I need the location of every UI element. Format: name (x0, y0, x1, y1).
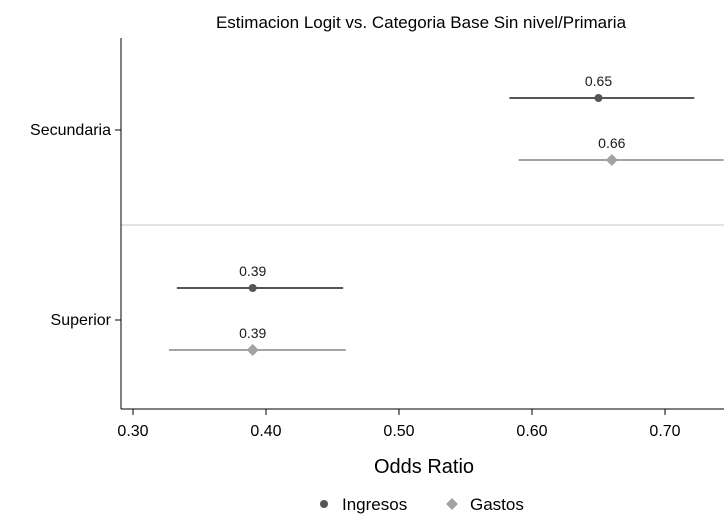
legend: Ingresos Gastos (320, 495, 524, 514)
point-marker-ingresos (594, 94, 603, 102)
x-tick-label: 0.70 (649, 423, 680, 440)
legend-label-gastos: Gastos (470, 495, 524, 514)
point-marker-gastos (605, 154, 618, 166)
chart-title: Estimacion Logit vs. Categoria Base Sin … (216, 13, 627, 32)
data-label-ingresos: 0.39 (239, 263, 266, 279)
legend-label-ingresos: Ingresos (342, 495, 407, 514)
plot-area: 0.30 0.40 0.50 0.60 0.70 Secundaria Superior 0.… (30, 38, 724, 440)
legend-marker-ingresos (320, 500, 328, 508)
data-label-gastos: 0.39 (239, 325, 266, 341)
x-tick-label: 0.40 (250, 423, 281, 440)
x-tick-label: 0.50 (383, 423, 414, 440)
data-label-ingresos: 0.65 (585, 73, 612, 89)
point-marker-ingresos (248, 284, 257, 292)
x-axis-label: Odds Ratio (374, 456, 474, 478)
x-tick-label: 0.60 (516, 423, 547, 440)
x-tick-label: 0.30 (117, 423, 148, 440)
point-marker-gastos (246, 344, 259, 356)
y-tick-label-superior: Superior (51, 312, 112, 329)
legend-marker-gastos (446, 498, 458, 510)
y-tick-label-secundaria: Secundaria (30, 122, 111, 139)
data-label-gastos: 0.66 (598, 135, 625, 151)
